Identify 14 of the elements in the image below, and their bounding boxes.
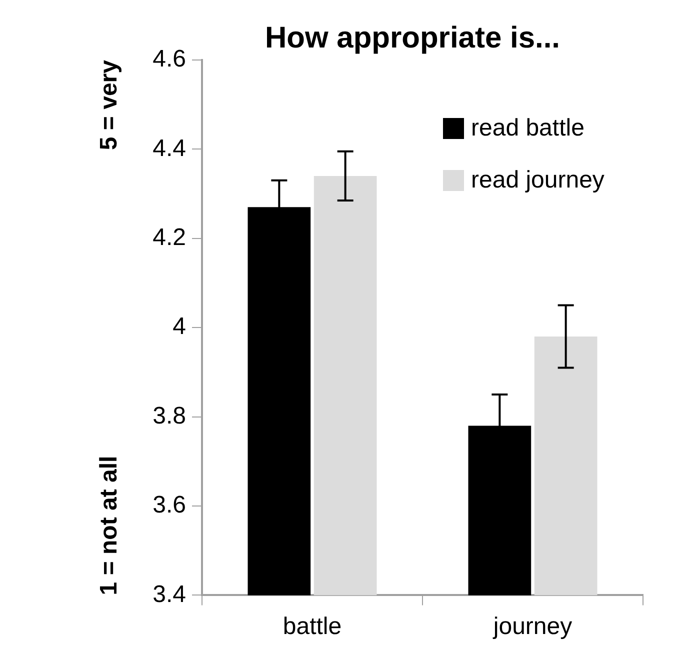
chart-title: How appropriate is... bbox=[264, 21, 560, 54]
y-tick-label: 4.2 bbox=[152, 224, 186, 252]
x-tick-label: battle bbox=[282, 613, 342, 640]
y-tick-label: 3.8 bbox=[152, 402, 186, 430]
y-tick-label: 4.4 bbox=[152, 134, 186, 162]
text: 1 = not at all bbox=[96, 456, 123, 596]
y-tick-label: 3.6 bbox=[152, 492, 186, 519]
x-tick-label: journey bbox=[492, 613, 572, 640]
text: 5 = very bbox=[96, 59, 123, 150]
y-tick-label: 4.6 bbox=[152, 46, 186, 73]
y-tick-label: 3.4 bbox=[152, 580, 186, 608]
y-tick-label: 4 bbox=[172, 313, 186, 340]
legend-label: read journey bbox=[471, 166, 604, 194]
legend-label: read battle bbox=[471, 114, 584, 142]
